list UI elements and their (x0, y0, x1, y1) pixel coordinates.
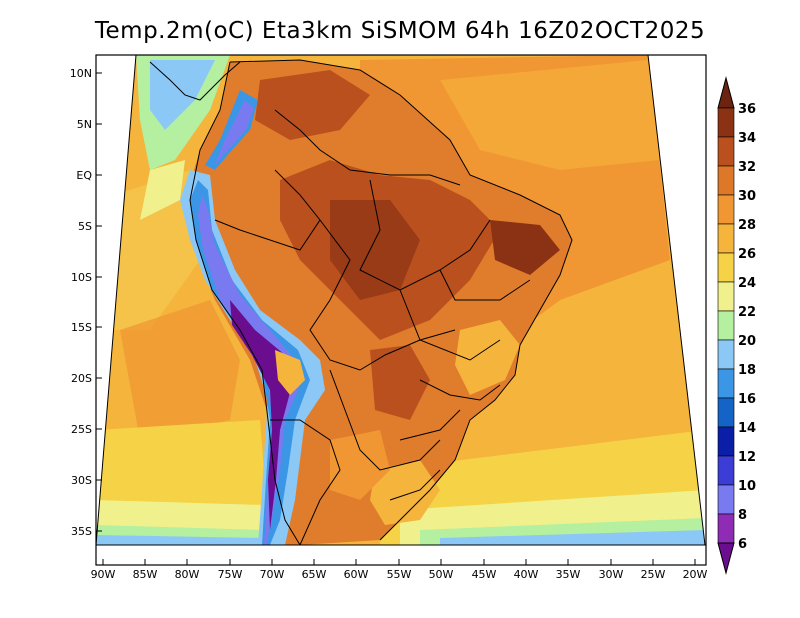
lat-label: 30S (71, 474, 92, 487)
lat-label: 10S (71, 271, 92, 284)
colorbar-segment (717, 165, 735, 196)
colorbar-label: 22 (738, 305, 756, 320)
lon-label: 30W (599, 568, 624, 581)
political-boundaries (149, 59, 573, 545)
colorbar-segment (717, 194, 735, 225)
colorbar-label: 6 (738, 537, 747, 552)
lat-axis: 10N 5N EQ 5S 10S 15S 20S 25S 30S 35S (70, 67, 102, 538)
lat-label: 15S (71, 321, 92, 334)
lat-label: 10N (70, 67, 92, 80)
map-frame (95, 54, 707, 566)
colorbar: 36 34 32 30 28 26 24 22 20 18 16 14 12 1… (717, 76, 756, 575)
lon-label: 40W (514, 568, 539, 581)
colorbar-label: 34 (738, 131, 756, 146)
lon-label: 20W (683, 568, 708, 581)
lon-label: 90W (91, 568, 116, 581)
colorbar-label: 16 (738, 392, 756, 407)
lat-label: 25S (71, 423, 92, 436)
colorbar-label: 10 (738, 479, 756, 494)
lon-label: 45W (472, 568, 497, 581)
lat-label: 5S (78, 220, 92, 233)
colorbar-label: 28 (738, 218, 756, 233)
colorbar-label: 18 (738, 363, 756, 378)
lon-axis: 90W 85W 80W 75W 70W 65W 60W 55W 50W 45W … (91, 559, 708, 581)
colorbar-label: 36 (738, 102, 756, 117)
map-title: Temp.2m(oC) Eta3km SiSMOM 64h 16Z02OCT20… (94, 18, 706, 44)
colorbar-segment (717, 368, 735, 399)
colorbar-segment (717, 281, 735, 312)
lat-label: 35S (71, 525, 92, 538)
colorbar-segment (717, 339, 735, 370)
colorbar-bottom-arrow (717, 542, 735, 575)
lat-label: 5N (77, 118, 92, 131)
colorbar-segment (717, 136, 735, 167)
lon-label: 25W (641, 568, 666, 581)
colorbar-label: 30 (738, 189, 756, 204)
colorbar-label: 8 (738, 508, 747, 523)
colorbar-label: 24 (738, 276, 756, 291)
colorbar-segment (717, 107, 735, 138)
lat-label: 20S (71, 372, 92, 385)
colorbar-segment (717, 426, 735, 457)
colorbar-label: 32 (738, 160, 756, 175)
colorbar-top-arrow (717, 76, 735, 109)
lon-label: 85W (133, 568, 158, 581)
lat-label: EQ (76, 169, 92, 182)
lon-label: 60W (344, 568, 369, 581)
colorbar-label: 26 (738, 247, 756, 262)
colorbar-segment (717, 455, 735, 486)
lon-label: 65W (302, 568, 327, 581)
lon-label: 75W (218, 568, 243, 581)
lon-label: 70W (260, 568, 285, 581)
colorbar-label: 12 (738, 450, 756, 465)
colorbar-segment (717, 484, 735, 515)
colorbar-segment (717, 223, 735, 254)
colorbar-segment (717, 513, 735, 544)
colorbar-segment (717, 310, 735, 341)
lon-label: 55W (387, 568, 412, 581)
temperature-field (96, 55, 705, 545)
lon-label: 35W (556, 568, 581, 581)
lon-label: 50W (429, 568, 454, 581)
colorbar-label: 14 (738, 421, 756, 436)
colorbar-segment (717, 397, 735, 428)
colorbar-segment (717, 252, 735, 283)
colorbar-label: 20 (738, 334, 756, 349)
lon-label: 80W (175, 568, 200, 581)
